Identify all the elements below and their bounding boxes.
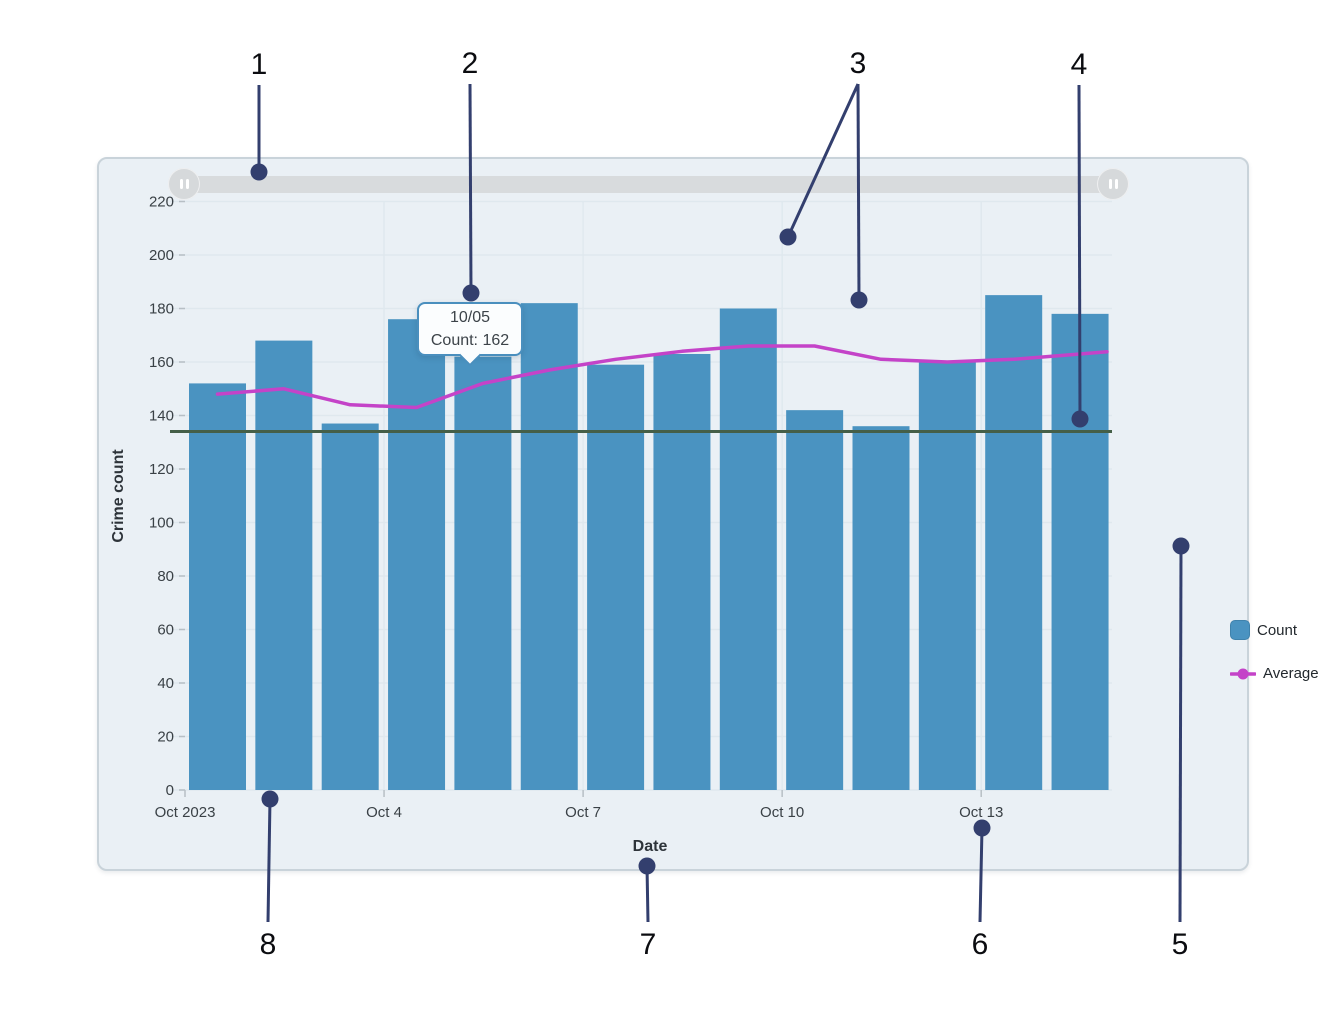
y-tick-label: 160 bbox=[149, 354, 174, 371]
y-tick-label: 60 bbox=[157, 622, 174, 639]
legend-label-count: Count bbox=[1257, 621, 1298, 639]
y-tick-label: 100 bbox=[149, 515, 174, 532]
y-axis-title: Crime count bbox=[110, 449, 127, 543]
bar-10/10[interactable] bbox=[786, 410, 844, 790]
x-tick-label: Oct 4 bbox=[366, 804, 402, 821]
bar-10/12[interactable] bbox=[918, 362, 976, 790]
bar-10/02[interactable] bbox=[255, 340, 313, 790]
chart-panel: 0 20 40 60 80 100 120 140 160 180 200 220 Oct 2023 Oc… bbox=[97, 157, 1319, 871]
y-tick-label: 140 bbox=[149, 408, 174, 425]
x-tick-label: Oct 10 bbox=[760, 804, 804, 821]
legend-item-count[interactable]: Count bbox=[1230, 620, 1319, 640]
bar-10/14[interactable] bbox=[1051, 313, 1109, 790]
y-tick-label: 200 bbox=[149, 247, 174, 264]
y-tick-label: 180 bbox=[149, 301, 174, 318]
y-tick-label: 120 bbox=[149, 461, 174, 478]
bar-10/07[interactable] bbox=[587, 364, 645, 790]
bar-10/13[interactable] bbox=[985, 295, 1043, 790]
bar-10/01[interactable] bbox=[189, 383, 246, 790]
x-tick-label: Oct 7 bbox=[565, 804, 601, 821]
chart-legend: Count Average bbox=[1230, 620, 1319, 682]
average-line bbox=[215, 344, 1109, 410]
count-series-swatch bbox=[1230, 620, 1250, 640]
legend-label-average: Average bbox=[1263, 665, 1319, 682]
pause-icon bbox=[185, 179, 189, 189]
slider-handle-right[interactable] bbox=[1097, 168, 1129, 200]
callout-number-8: 8 bbox=[259, 928, 277, 961]
x-axis-title: Date bbox=[633, 838, 668, 855]
slider-track[interactable] bbox=[183, 176, 1119, 193]
y-tick-label: 40 bbox=[157, 675, 174, 692]
callout-number-5: 5 bbox=[1171, 928, 1189, 961]
callout-number-7: 7 bbox=[639, 928, 657, 961]
slider-handle-left[interactable] bbox=[168, 168, 200, 200]
callout-number-2: 2 bbox=[461, 47, 479, 80]
legend-item-average[interactable]: Average bbox=[1230, 665, 1319, 682]
pause-icon bbox=[1108, 179, 1112, 189]
tooltip-count: Count: 162 bbox=[430, 332, 510, 349]
bar-10/04[interactable] bbox=[388, 319, 446, 790]
y-tick-label: 220 bbox=[149, 194, 174, 211]
x-tick-label: Oct 13 bbox=[959, 804, 1003, 821]
y-tick-label: 20 bbox=[157, 729, 174, 746]
y-tick-label: 80 bbox=[157, 568, 174, 585]
bar-10/03[interactable] bbox=[321, 423, 379, 790]
bar-10/09[interactable] bbox=[719, 308, 777, 791]
callout-number-6: 6 bbox=[971, 928, 989, 961]
callout-number-4: 4 bbox=[1070, 48, 1088, 81]
callout-line-7 bbox=[645, 865, 650, 923]
callout-number-1: 1 bbox=[250, 48, 268, 81]
time-range-slider[interactable] bbox=[99, 159, 1247, 203]
bar-10/06[interactable] bbox=[520, 303, 578, 790]
average-series-marker bbox=[1230, 668, 1256, 679]
pause-icon bbox=[179, 179, 183, 189]
y-tick-label: 0 bbox=[166, 782, 174, 799]
bar-10/11[interactable] bbox=[852, 426, 910, 790]
chart-tooltip: 10/05 Count: 162 bbox=[417, 302, 523, 356]
bar-10/05[interactable] bbox=[454, 356, 512, 790]
pause-icon bbox=[1114, 179, 1118, 189]
bar-chart[interactable]: 0 20 40 60 80 100 120 140 160 180 200 220 Oct 2023 Oc… bbox=[99, 159, 1247, 869]
callout-number-3: 3 bbox=[849, 47, 867, 80]
tooltip-date: 10/05 bbox=[449, 309, 491, 326]
bar-10/08[interactable] bbox=[653, 353, 711, 790]
x-tick-label: Oct 2023 bbox=[155, 804, 216, 821]
